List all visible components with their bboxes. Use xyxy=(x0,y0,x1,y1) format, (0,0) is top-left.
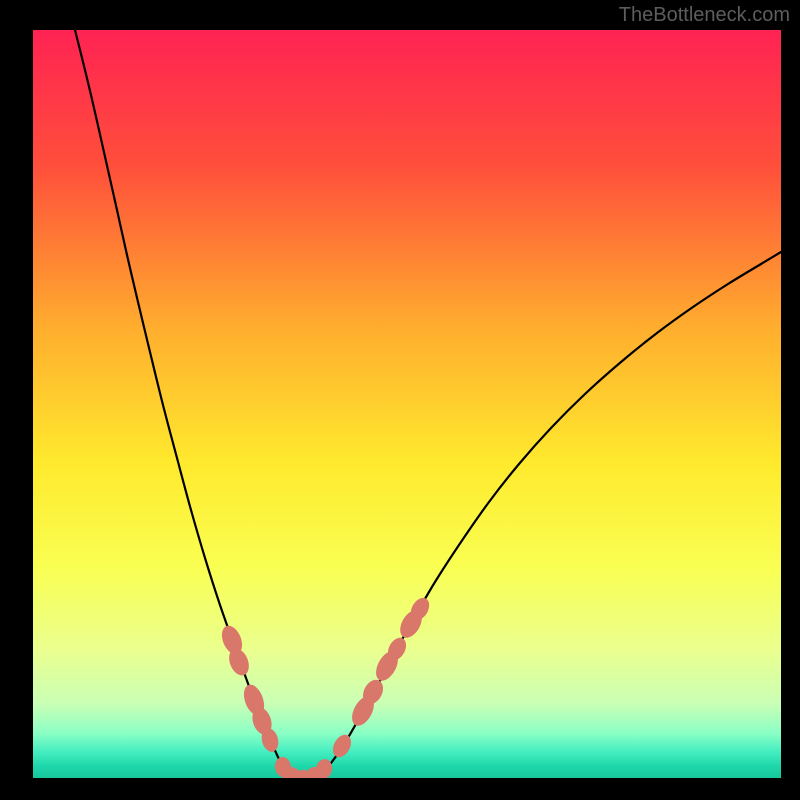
plot-area xyxy=(33,30,781,778)
data-point-marker xyxy=(329,732,354,761)
curve-left-branch xyxy=(75,30,291,777)
curve-layer xyxy=(33,30,781,778)
curve-right-branch xyxy=(315,252,781,777)
watermark-text: TheBottleneck.com xyxy=(619,4,790,27)
